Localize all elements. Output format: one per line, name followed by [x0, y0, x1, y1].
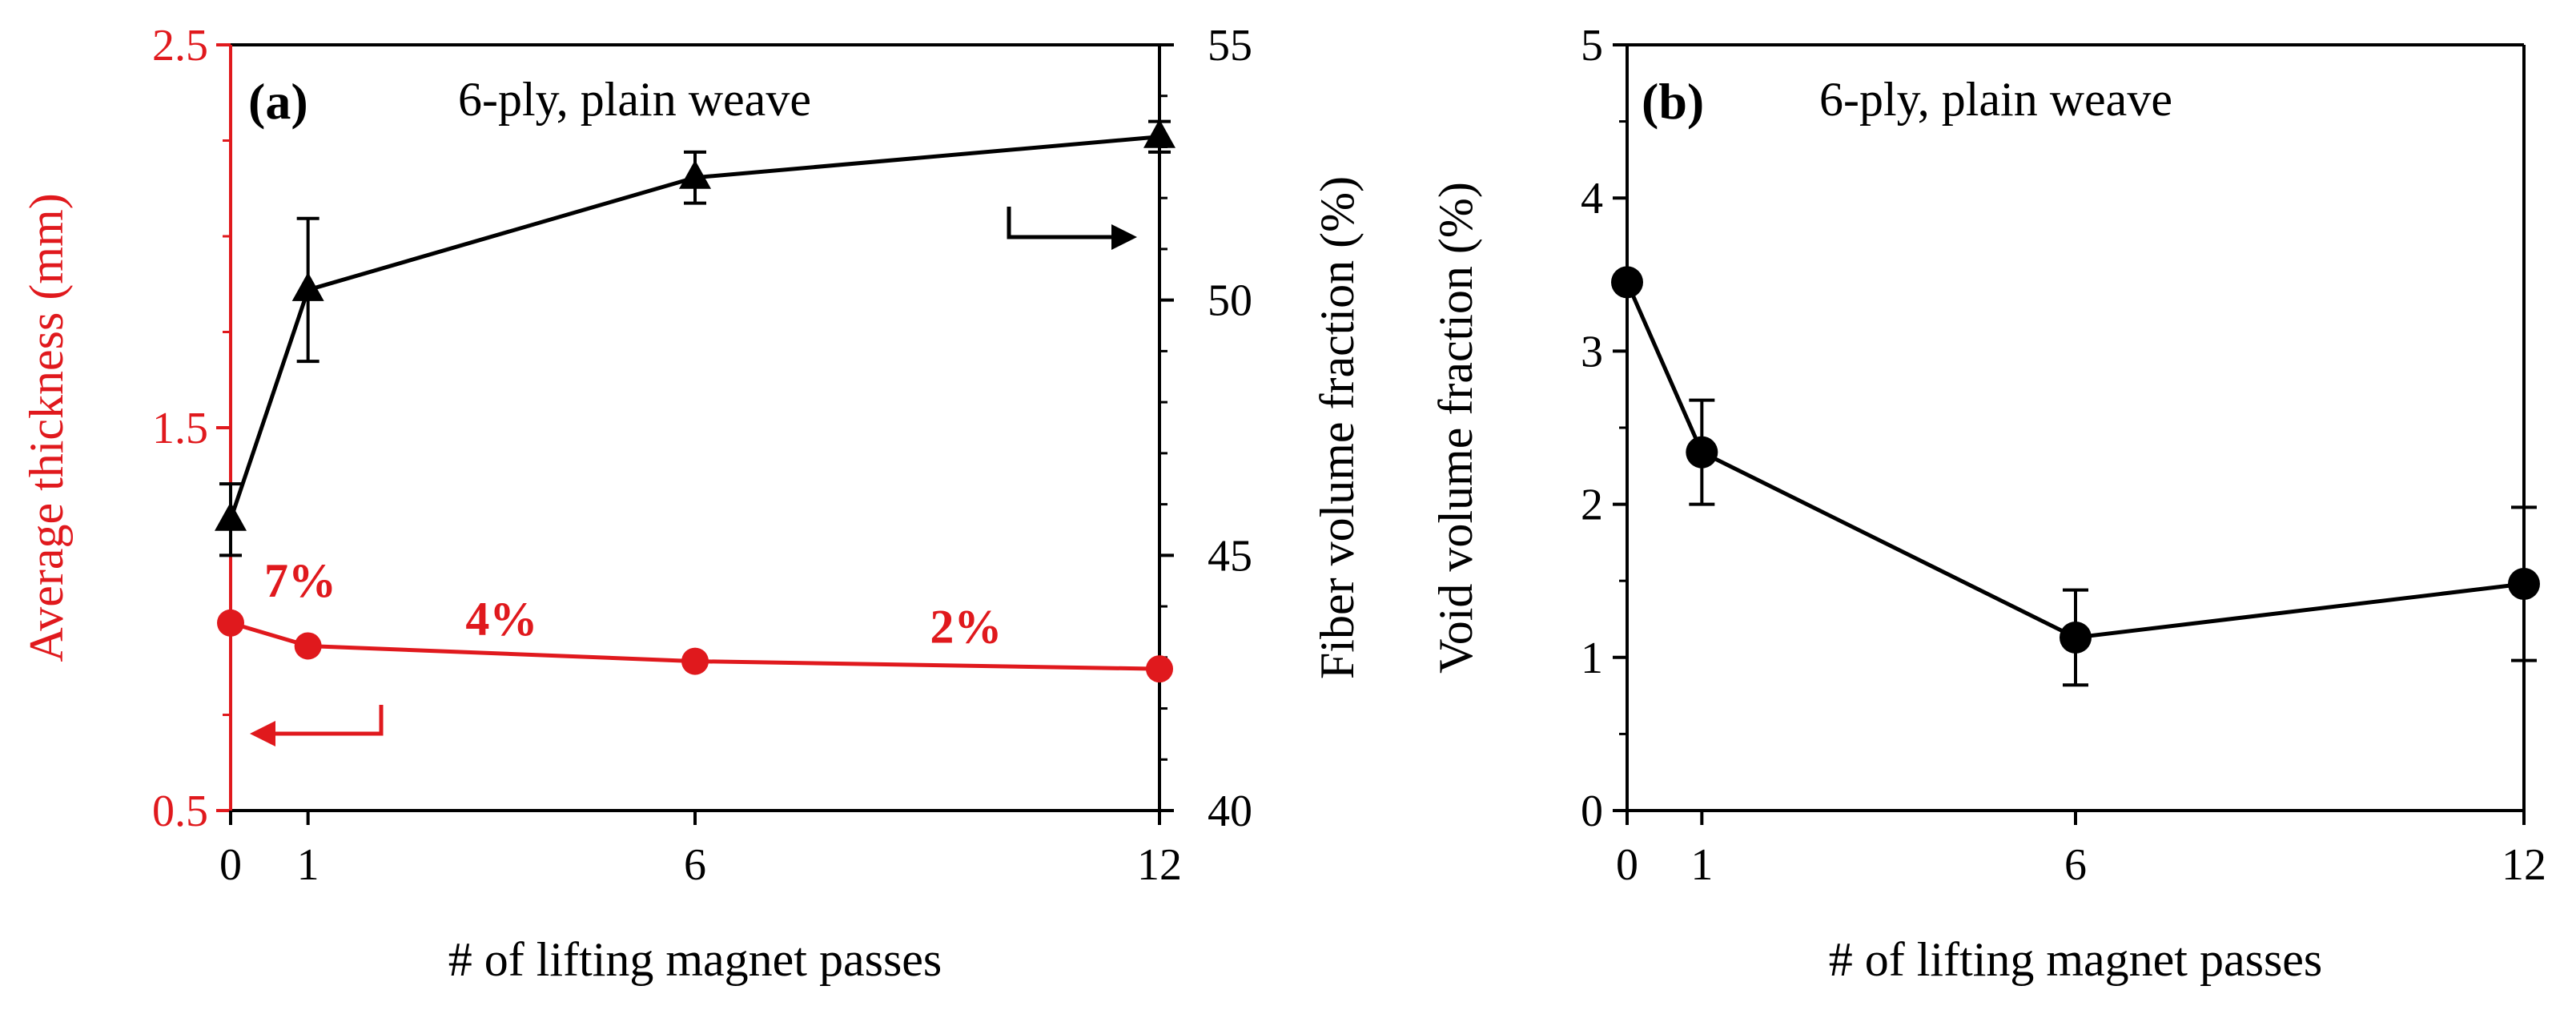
right-axis-tick-label: 55	[1208, 21, 1252, 70]
y-axis-tick-label: 4	[1581, 174, 1603, 223]
x-axis-tick-label: 1	[1690, 840, 1713, 890]
void-point	[1686, 436, 1718, 469]
x-axis-tick-label: 0	[219, 840, 242, 890]
panel-b-label: (b)	[1642, 73, 1704, 130]
x-axis-tick-label: 1	[297, 840, 319, 890]
panel-a-label: (a)	[248, 73, 308, 130]
y-axis-tick-label: 2	[1581, 481, 1603, 530]
y-axis-tick-label: 5	[1581, 21, 1603, 70]
thickness-point	[681, 647, 709, 675]
fiber-point	[1143, 119, 1175, 148]
y-axis-tick-label: 1	[1581, 634, 1603, 683]
right-axis-tick-label: 50	[1208, 276, 1252, 326]
panel-a-x-axis-title: # of lifting magnet passes	[448, 933, 942, 986]
thickness-point	[1146, 655, 1173, 683]
panel-b-x-axis-title: # of lifting magnet passes	[1829, 933, 2323, 986]
void-point	[2060, 621, 2092, 654]
y-axis-tick-label: 0	[1581, 787, 1603, 836]
panel-b-y-axis-title: Void volume fraction (%)	[1429, 182, 1482, 674]
panel-a-left-axis-title: Average thickness (mm)	[20, 193, 73, 662]
panel-a-right-axis-title: Fiber volume fraction (%)	[1311, 176, 1364, 679]
panel-a: 0.5 1.5 2.5 40 45 50 55 0 1 6 12 7% 4% 2% (a) 6-pl…	[20, 21, 1364, 986]
x-axis-tick-label: 0	[1616, 840, 1638, 890]
x-axis-tick-label: 6	[2064, 840, 2087, 890]
left-axis-tick-label: 2.5	[152, 21, 208, 70]
right-axis-tick-label: 45	[1208, 531, 1252, 581]
x-axis-tick-label: 12	[1137, 840, 1182, 890]
left-axis-tick-label: 1.5	[152, 404, 208, 453]
void-point	[2508, 568, 2540, 601]
panel-b-annotation: 6-ply, plain weave	[1819, 73, 2172, 126]
thickness-point	[217, 609, 244, 637]
left-axis-arrow	[250, 705, 384, 746]
thickness-reduction-label: 2%	[930, 601, 1002, 654]
x-axis-tick-label: 12	[2502, 840, 2546, 890]
fiber-point	[679, 159, 711, 189]
right-axis-tick-label: 40	[1208, 787, 1252, 836]
left-axis-tick-label: 0.5	[152, 787, 208, 836]
fiber-point	[215, 501, 247, 531]
thickness-series-line	[230, 621, 1160, 671]
fiber-series-line	[228, 135, 1160, 521]
right-axis-arrow	[1007, 207, 1137, 250]
void-series-line	[1625, 281, 2525, 640]
fiber-point	[291, 272, 324, 301]
x-axis-tick-label: 6	[684, 840, 706, 890]
thickness-reduction-label: 4%	[465, 593, 537, 646]
y-axis-tick-label: 3	[1581, 327, 1603, 376]
thickness-point	[294, 632, 322, 660]
panel-a-annotation: 6-ply, plain weave	[458, 73, 811, 126]
thickness-reduction-label: 7%	[264, 554, 336, 607]
void-point	[1611, 266, 1643, 299]
